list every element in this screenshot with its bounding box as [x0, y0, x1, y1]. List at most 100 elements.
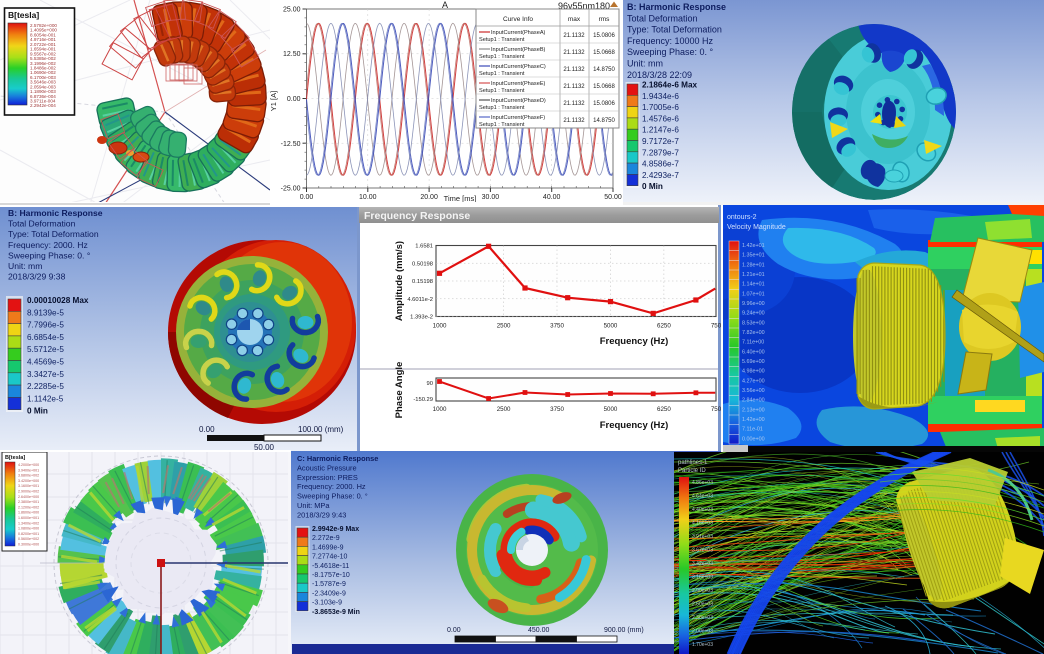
svg-text:3750: 3750 — [550, 406, 564, 413]
svg-text:14.8750: 14.8750 — [593, 118, 615, 124]
svg-text:7.2774e-10: 7.2774e-10 — [312, 554, 348, 561]
svg-text:Setup1 : Transient: Setup1 : Transient — [479, 54, 525, 60]
svg-text:-8.1757e-10: -8.1757e-10 — [312, 572, 350, 579]
svg-text:21.1132: 21.1132 — [563, 118, 585, 124]
svg-text:4.40e+03: 4.40e+03 — [692, 507, 713, 513]
svg-text:2.6400e+000: 2.6400e+000 — [18, 495, 39, 499]
svg-text:3.42e+03: 3.42e+03 — [692, 561, 713, 567]
svg-text:2.13e+00: 2.13e+00 — [742, 407, 765, 413]
svg-text:1.3400e+002: 1.3400e+002 — [18, 521, 39, 525]
svg-text:1.35e+01: 1.35e+01 — [742, 253, 765, 259]
svg-text:Acoustic Pressure: Acoustic Pressure — [297, 463, 357, 472]
svg-text:2.90e+03: 2.90e+03 — [692, 588, 713, 594]
svg-text:15.0668: 15.0668 — [593, 84, 615, 90]
svg-text:21.1132: 21.1132 — [563, 101, 585, 107]
svg-text:2.30e+03: 2.30e+03 — [692, 615, 713, 621]
svg-text:2018/3/29 9:38: 2018/3/29 9:38 — [8, 272, 66, 282]
svg-text:-5.4618e-11: -5.4618e-11 — [312, 563, 349, 570]
svg-text:0.5600e+002: 0.5600e+002 — [18, 537, 39, 541]
svg-text:ontours-2: ontours-2 — [727, 214, 757, 221]
svg-text:Unit: mm: Unit: mm — [8, 261, 42, 271]
svg-text:2.1864e-6 Max: 2.1864e-6 Max — [642, 81, 698, 90]
svg-text:Frequency (Hz): Frequency (Hz) — [600, 420, 669, 431]
svg-text:B: Harmonic Response: B: Harmonic Response — [627, 2, 726, 12]
svg-text:2500: 2500 — [497, 323, 511, 330]
svg-text:Velocity Magnitude: Velocity Magnitude — [727, 224, 786, 231]
svg-text:Amplitude (mm/s): Amplitude (mm/s) — [394, 241, 405, 321]
svg-text:5.5385e-002: 5.5385e-002 — [30, 56, 56, 61]
svg-text:0 Min: 0 Min — [27, 407, 48, 416]
svg-text:8.9139e-5: 8.9139e-5 — [27, 308, 64, 317]
svg-text:B[tesla]: B[tesla] — [8, 10, 39, 20]
svg-text:6250: 6250 — [657, 406, 671, 413]
svg-text:Particle ID: Particle ID — [678, 468, 706, 474]
svg-text:50.00: 50.00 — [604, 194, 622, 201]
svg-text:-12.50: -12.50 — [281, 141, 301, 148]
svg-text:-3.103e-9: -3.103e-9 — [312, 600, 342, 607]
svg-text:4.16e+03: 4.16e+03 — [692, 521, 713, 527]
svg-text:100.00 (mm): 100.00 (mm) — [298, 425, 344, 434]
svg-text:B: Harmonic Response: B: Harmonic Response — [8, 208, 103, 218]
svg-text:InputCurrent(PhaseC): InputCurrent(PhaseC) — [491, 64, 546, 70]
svg-text:1.07e+01: 1.07e+01 — [742, 291, 765, 297]
svg-text:-1.5787e-9: -1.5787e-9 — [312, 581, 346, 588]
svg-text:1.0800e+000: 1.0800e+000 — [18, 527, 39, 531]
svg-text:1.6581: 1.6581 — [415, 244, 433, 250]
svg-text:25.00: 25.00 — [283, 7, 301, 14]
svg-text:4.86e+03: 4.86e+03 — [692, 480, 713, 486]
svg-text:9.7172e-7: 9.7172e-7 — [642, 137, 679, 146]
svg-text:0.00010028 Max: 0.00010028 Max — [27, 296, 89, 305]
svg-text:1.8600e+000: 1.8600e+000 — [18, 511, 39, 515]
svg-text:Setup1 : Transient: Setup1 : Transient — [479, 37, 525, 43]
svg-text:2500: 2500 — [497, 406, 511, 413]
svg-text:2.9942e-9 Max: 2.9942e-9 Max — [312, 526, 359, 533]
svg-text:5.5712e-5: 5.5712e-5 — [27, 345, 64, 354]
svg-text:1.9434e-6: 1.9434e-6 — [642, 92, 679, 101]
svg-text:7.11e-01: 7.11e-01 — [742, 427, 763, 433]
svg-text:Sweeping Phase: 0. °: Sweeping Phase: 0. ° — [627, 47, 714, 57]
svg-text:Frequency: 2000. Hz: Frequency: 2000. Hz — [8, 240, 88, 250]
svg-text:10.00: 10.00 — [359, 194, 377, 201]
svg-text:Time [ms]: Time [ms] — [444, 194, 477, 203]
svg-text:pathlines-1: pathlines-1 — [678, 460, 708, 466]
svg-text:0 Min: 0 Min — [642, 182, 663, 191]
svg-text:1.4095e+000: 1.4095e+000 — [30, 28, 57, 33]
svg-text:8.6054e-001: 8.6054e-001 — [30, 32, 56, 37]
svg-text:Unit: MPa: Unit: MPa — [297, 501, 330, 510]
svg-text:Frequency Response: Frequency Response — [364, 210, 470, 222]
svg-text:9.5567e-002: 9.5567e-002 — [30, 51, 56, 56]
svg-text:2.1200e+002: 2.1200e+002 — [18, 505, 39, 509]
svg-text:rms: rms — [599, 16, 611, 23]
svg-text:Y1 [A]: Y1 [A] — [269, 91, 278, 111]
svg-text:1.7005e-6: 1.7005e-6 — [642, 103, 679, 112]
svg-text:0.00: 0.00 — [447, 627, 461, 634]
svg-text:2.0722e-001: 2.0722e-001 — [30, 42, 56, 47]
svg-text:Setup1 : Transient: Setup1 : Transient — [479, 105, 525, 111]
svg-text:3.91e+03: 3.91e+03 — [692, 534, 713, 540]
svg-text:Setup1 : Transient: Setup1 : Transient — [479, 122, 525, 128]
svg-text:Frequency: 10000 Hz: Frequency: 10000 Hz — [627, 36, 714, 46]
svg-text:4.9716e-001: 4.9716e-001 — [30, 37, 56, 42]
svg-text:6.8736e-004: 6.8736e-004 — [30, 94, 56, 99]
svg-text:Curve Info: Curve Info — [503, 16, 533, 23]
svg-text:Frequency: 2000. Hz: Frequency: 2000. Hz — [297, 482, 366, 491]
svg-text:3.9711e-004: 3.9711e-004 — [30, 99, 56, 104]
svg-text:0.50198: 0.50198 — [412, 261, 433, 267]
svg-text:21.1132: 21.1132 — [563, 67, 585, 73]
svg-text:1.70e+03: 1.70e+03 — [692, 642, 713, 648]
svg-text:InputCurrent(PhaseE): InputCurrent(PhaseE) — [491, 81, 546, 87]
svg-text:0.00: 0.00 — [300, 194, 314, 201]
svg-text:1.4576e-6: 1.4576e-6 — [642, 114, 679, 123]
svg-text:C: Harmonic Response: C: Harmonic Response — [297, 454, 378, 463]
svg-text:0.00: 0.00 — [287, 96, 301, 103]
svg-text:0.3000e+000: 0.3000e+000 — [18, 543, 39, 547]
svg-text:Phase Angle: Phase Angle — [394, 362, 405, 419]
svg-text:14.8750: 14.8750 — [593, 67, 615, 73]
svg-text:7.11e+00: 7.11e+00 — [742, 340, 764, 346]
svg-text:20.00: 20.00 — [420, 194, 438, 201]
svg-text:2.3800e+001: 2.3800e+001 — [18, 500, 39, 504]
svg-text:3.9400e+001: 3.9400e+001 — [18, 468, 39, 472]
svg-text:3.4200e+000: 3.4200e+000 — [18, 479, 39, 483]
svg-text:6250: 6250 — [657, 323, 671, 330]
svg-text:4.2000e+000: 4.2000e+000 — [18, 463, 39, 467]
